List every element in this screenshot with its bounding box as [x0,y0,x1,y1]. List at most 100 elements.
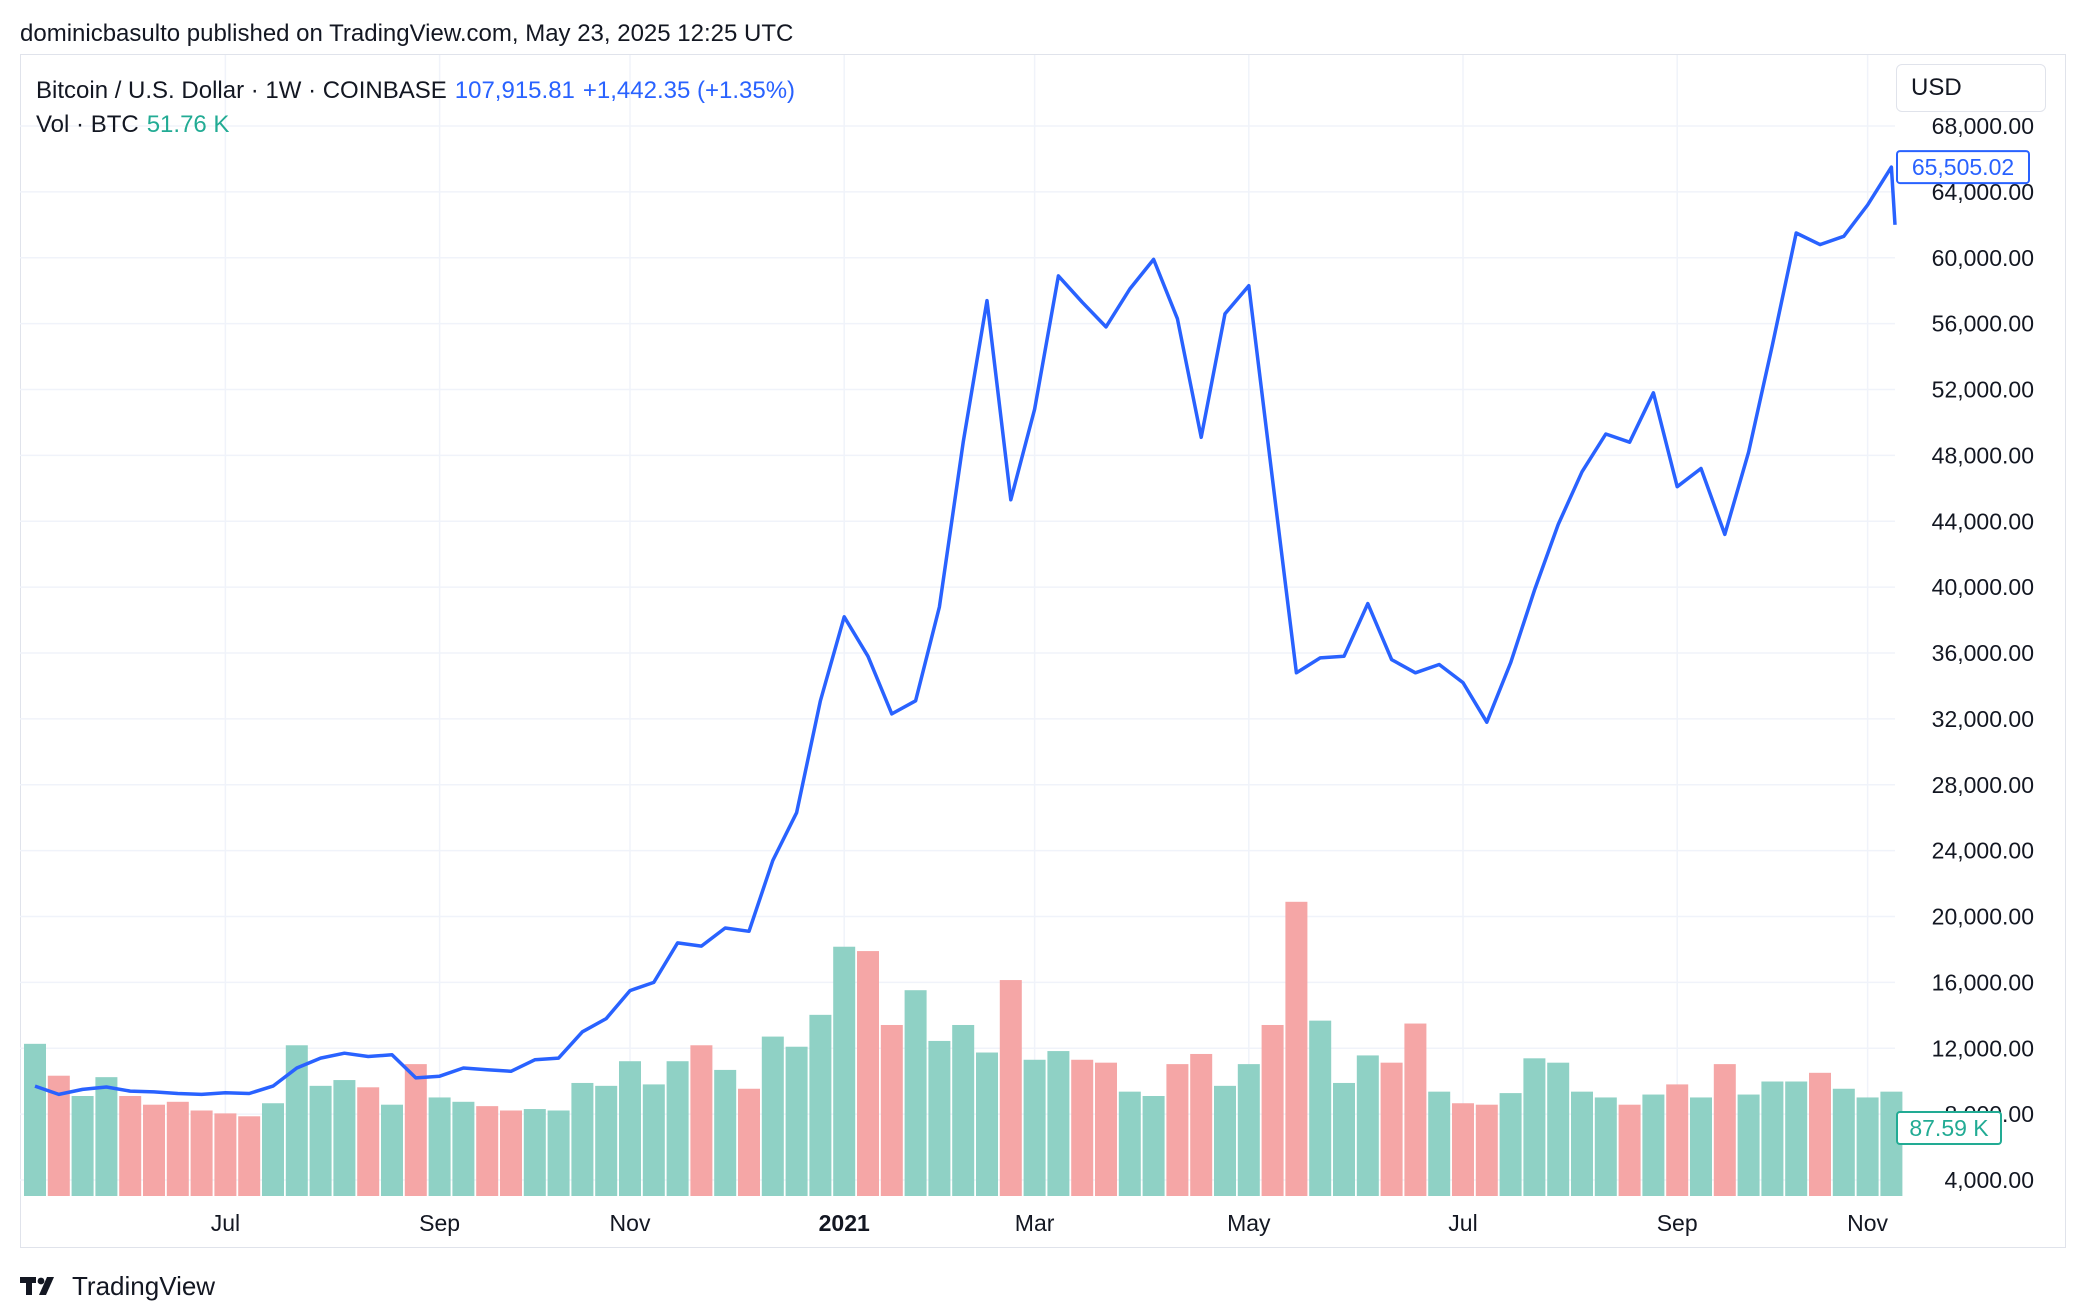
legend-change: +1,442.35 (+1.35%) [582,77,796,104]
tradingview-logo-icon[interactable] [20,1275,64,1297]
volume-bar [404,1064,427,1196]
volume-bar [238,1116,261,1196]
time-axis-tick-label: Sep [419,1210,460,1236]
volume-bar [523,1109,546,1196]
volume-bar [1618,1104,1641,1196]
volume-bar [809,1014,832,1196]
volume-bar [976,1052,998,1196]
time-axis[interactable]: Jul Sep Nov 2021 Mar May Jul Sep Nov [211,1210,1889,1236]
price-line-layer [34,165,1897,1097]
time-axis-tick-label: Mar [1015,1210,1055,1236]
volume-bar [1428,1091,1451,1196]
time-axis-tick-label: Nov [1847,1210,1888,1236]
price-axis-tick-label: 44,000.00 [1932,508,2034,534]
volume-bar [1214,1085,1236,1196]
last-volume-badge-text: 87.59 K [1909,1115,1989,1141]
price-axis-tick-label: 16,000.00 [1932,969,2034,995]
volume-bar [1333,1082,1355,1196]
legend-volume-value: 51.76 K [146,111,230,138]
volume-bar [785,1046,808,1196]
volume-bar [1404,1023,1427,1196]
grid-lines [20,55,1895,1196]
volume-bar [547,1110,570,1196]
price-axis-tick-label: 4,000.00 [1944,1167,2034,1193]
volume-bar [1309,1020,1332,1196]
volume-bar [1190,1053,1213,1196]
price-line [34,165,1897,1097]
time-axis-tick-label: Jul [211,1210,240,1236]
volume-bar [619,1061,641,1196]
volume-bar [476,1106,499,1196]
volume-bar [690,1045,713,1196]
price-axis-tick-label: 60,000.00 [1932,245,2034,271]
last-price-badge-text: 65,505.02 [1912,154,2014,180]
volume-bar [262,1103,284,1196]
volume-bar [333,1080,356,1196]
volume-bar [761,1036,784,1196]
volume-bar [1832,1088,1855,1196]
legend-row-symbol: Bitcoin / U.S. Dollar · 1W · COINBASE 107… [36,74,795,108]
volume-bar [880,1024,903,1196]
chart-legend: Bitcoin / U.S. Dollar · 1W · COINBASE 107… [36,74,795,142]
volume-bar [1547,1062,1570,1196]
volume-bar [1690,1097,1712,1196]
time-axis-tick-label: 2021 [819,1210,870,1236]
volume-bar [143,1104,165,1196]
volume-bar [1356,1055,1379,1196]
volume-bar [1452,1103,1474,1196]
volume-bar [666,1061,689,1196]
time-axis-tick-label: May [1227,1210,1271,1236]
volume-bar [571,1082,594,1196]
tradingview-brand: TradingView [72,1270,216,1301]
legend-symbol[interactable]: Bitcoin / U.S. Dollar · 1W · COINBASE [36,77,447,104]
footer: TradingView [20,1268,215,1304]
legend-row-volume: Vol · BTC 51.76 K [36,108,795,142]
volume-bar [1237,1064,1260,1196]
legend-volume-label[interactable]: Vol · BTC [36,111,139,138]
volume-bar [285,1045,308,1196]
volume-bar [1856,1097,1879,1196]
volume-bar [1261,1024,1284,1196]
volume-bar [1285,901,1308,1196]
volume-bar [500,1110,522,1196]
time-axis-tick-label: Nov [610,1210,651,1236]
volume-bar [595,1085,618,1196]
price-axis-tick-label: 36,000.00 [1932,640,2034,666]
volume-bar [1380,1062,1403,1196]
volume-bar [1713,1064,1736,1196]
volume-bar [1475,1104,1498,1196]
volume-bar [1047,1051,1070,1196]
volume-bar [904,990,927,1196]
price-axis-tick-label: 28,000.00 [1932,772,2034,798]
volume-bar [1523,1058,1546,1196]
price-axis-tick-label: 68,000.00 [1932,113,2034,139]
volume-bar [1166,1064,1189,1196]
volume-bar [381,1104,403,1196]
volume-bar [1809,1072,1831,1196]
last-volume-badge [1896,1111,2002,1145]
volume-bar [166,1101,189,1196]
time-axis-tick-label: Jul [1448,1210,1477,1236]
price-axis-tick-label: 24,000.00 [1932,838,2034,864]
price-axis-tick-label: 48,000.00 [1932,442,2034,468]
price-axis-tick-label: 20,000.00 [1932,904,2034,930]
volume-bar [1095,1062,1117,1196]
price-axis-tick-label: 32,000.00 [1932,706,2034,732]
volume-bar [95,1077,118,1196]
volume-bar [1071,1059,1094,1196]
price-axis[interactable]: 68,000.0064,000.0060,000.0056,000.0052,0… [1932,113,2034,1193]
volume-bar [71,1096,94,1196]
currency-button[interactable]: USD [1896,64,2046,112]
volume-bar [714,1069,737,1196]
volume-bar [1499,1093,1522,1196]
chart-frame [20,54,2066,1248]
volume-bar [857,951,879,1196]
price-axis-tick-label: 56,000.00 [1932,311,2034,337]
volume-bar [928,1040,951,1196]
volume-bar [1642,1094,1665,1196]
volume-bar [1737,1094,1760,1196]
volume-bar [999,980,1022,1196]
time-axis-tick-label: Sep [1657,1210,1698,1236]
volume-bar [1761,1081,1784,1196]
